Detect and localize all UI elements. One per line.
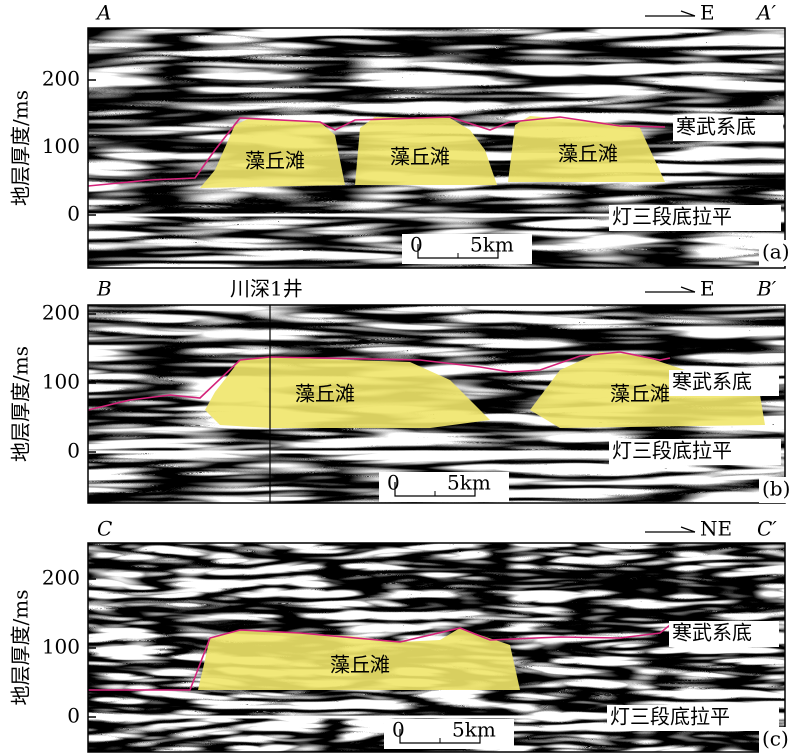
right-label: B′ <box>756 277 777 301</box>
panel-tag: (a) <box>762 240 790 264</box>
cambrian-horizon <box>88 624 671 691</box>
scale-background <box>384 719 514 749</box>
reef-label: 藻丘滩 <box>390 145 450 169</box>
y-tick-label: 200 <box>42 566 80 590</box>
reef-label: 藻丘滩 <box>330 653 390 677</box>
scale-end: 5km <box>470 233 514 257</box>
reef-label: 藻丘滩 <box>245 149 305 173</box>
reef-body <box>508 116 665 182</box>
direction-arrowhead <box>680 10 696 17</box>
y-tick-label: 200 <box>42 67 80 91</box>
reef-label: 藻丘滩 <box>610 382 670 406</box>
panel-frame <box>87 304 786 504</box>
y-tick-label: 100 <box>42 370 80 394</box>
left-label: B <box>96 277 112 301</box>
reef-body <box>355 117 497 185</box>
reef-body <box>200 118 345 188</box>
y-axis-label: 地层厚度/ms <box>9 346 33 462</box>
y-tick-label: 0 <box>67 439 80 463</box>
direction-arrowhead <box>680 286 696 293</box>
well-label: 川深1井 <box>230 277 303 301</box>
direction-label: E <box>700 277 715 301</box>
y-tick-label: 100 <box>42 134 80 158</box>
seismic-panel <box>88 543 785 752</box>
reef-label: 藻丘滩 <box>295 382 355 406</box>
reef-label: 藻丘滩 <box>558 142 618 166</box>
bottom-horizon-label: 灯三段底拉平 <box>612 205 732 229</box>
y-axis-label: 地层厚度/ms <box>9 590 33 706</box>
left-label: C <box>97 517 112 541</box>
reef-body <box>198 628 520 690</box>
left-label: A <box>95 1 111 25</box>
label-background <box>609 205 781 231</box>
label-background <box>607 705 779 731</box>
label-background <box>609 439 781 465</box>
scale-start: 0 <box>410 233 423 257</box>
y-axis-label: 地层厚度/ms <box>9 90 33 206</box>
cambrian-horizon <box>87 116 666 187</box>
seismic-panel <box>87 305 785 503</box>
panel-tag: (b) <box>762 477 790 501</box>
label-background <box>669 621 779 647</box>
reef-body <box>205 357 490 428</box>
y-tick-label: 0 <box>67 202 80 226</box>
direction-arrowhead <box>680 526 696 533</box>
scale-start: 0 <box>387 471 400 495</box>
label-background <box>759 477 789 503</box>
cambrian-horizon <box>87 351 671 411</box>
bottom-horizon-label: 灯三段底拉平 <box>612 439 732 463</box>
label-background <box>759 727 789 753</box>
seismic-panel <box>87 28 785 268</box>
top-horizon-label: 寒武系底 <box>676 115 756 139</box>
y-tick-label: 0 <box>67 704 80 728</box>
bottom-horizon-label: 灯三段底拉平 <box>610 705 730 729</box>
scale-background <box>402 234 532 264</box>
scale-start: 0 <box>392 718 405 742</box>
scale-end: 5km <box>452 718 496 742</box>
y-tick-label: 200 <box>42 301 80 325</box>
top-horizon-label: 寒武系底 <box>672 370 752 394</box>
top-horizon-label: 寒武系底 <box>672 621 752 645</box>
direction-label: E <box>700 1 715 25</box>
scale-background <box>379 472 509 502</box>
y-tick-label: 100 <box>42 635 80 659</box>
right-label: A′ <box>755 1 776 25</box>
reef-body <box>530 352 765 428</box>
scale-end: 5km <box>447 471 491 495</box>
label-background <box>669 370 779 396</box>
label-background <box>673 115 783 141</box>
panel-tag: (c) <box>762 727 789 751</box>
direction-label: NE <box>700 517 732 541</box>
right-label: C′ <box>757 517 777 541</box>
label-background <box>759 240 789 266</box>
